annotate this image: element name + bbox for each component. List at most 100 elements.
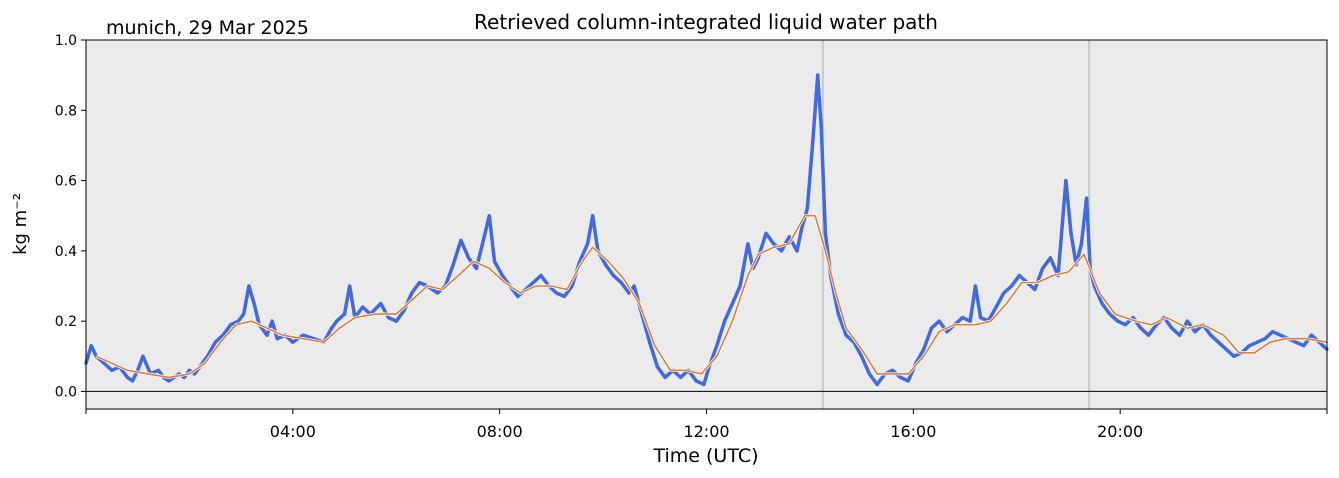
raw-point-22 xyxy=(221,333,225,337)
raw-point-148 xyxy=(1123,323,1127,327)
raw-point-139 xyxy=(1069,231,1073,235)
raw-point-46 xyxy=(394,319,398,323)
y-tick-label-0: 0.0 xyxy=(55,384,77,400)
raw-point-69 xyxy=(570,284,574,288)
raw-point-33 xyxy=(291,340,295,344)
raw-point-7 xyxy=(130,379,135,383)
raw-point-170 xyxy=(1294,340,1298,344)
raw-point-172 xyxy=(1309,333,1314,337)
raw-point-116 xyxy=(898,375,903,379)
raw-point-99 xyxy=(787,235,791,239)
raw-point-122 xyxy=(945,330,949,334)
raw-point-103 xyxy=(810,143,815,148)
raw-point-132 xyxy=(1017,273,1021,278)
x-tick-label-0: 04:00 xyxy=(270,422,316,441)
raw-point-16 xyxy=(182,375,186,379)
raw-point-145 xyxy=(1100,301,1104,306)
raw-point-131 xyxy=(1009,284,1014,288)
raw-point-108 xyxy=(836,312,840,316)
raw-point-58 xyxy=(487,214,491,218)
raw-point-11 xyxy=(156,368,160,372)
raw-point-119 xyxy=(922,347,926,351)
raw-point-23 xyxy=(229,323,233,327)
raw-point-87 xyxy=(702,382,706,386)
raw-point-82 xyxy=(663,375,667,379)
raw-point-40 xyxy=(348,284,352,288)
x-tick-label-1: 08:00 xyxy=(477,422,523,441)
raw-point-102 xyxy=(805,207,809,211)
raw-point-56 xyxy=(474,266,478,271)
raw-point-55 xyxy=(467,256,471,260)
raw-point-1 xyxy=(89,344,93,348)
raw-point-98 xyxy=(779,249,784,253)
raw-point-24 xyxy=(236,319,241,323)
y-tick-label-2: 0.4 xyxy=(55,244,77,260)
raw-point-44 xyxy=(379,301,383,306)
raw-point-155 xyxy=(1178,333,1182,337)
raw-point-109 xyxy=(844,333,848,337)
raw-point-111 xyxy=(860,354,864,358)
raw-point-6 xyxy=(125,375,129,379)
raw-point-138 xyxy=(1064,178,1068,183)
raw-lwp-series xyxy=(84,73,1329,387)
raw-point-49 xyxy=(417,280,422,285)
raw-point-64 xyxy=(531,280,535,285)
raw-point-167 xyxy=(1271,330,1275,334)
raw-point-150 xyxy=(1139,326,1143,330)
raw-point-93 xyxy=(746,242,750,246)
raw-point-92 xyxy=(738,284,742,288)
raw-point-25 xyxy=(242,312,246,316)
raw-point-72 xyxy=(591,214,595,218)
raw-point-164 xyxy=(1247,344,1252,348)
raw-point-75 xyxy=(611,273,616,278)
raw-point-89 xyxy=(715,344,719,348)
raw-point-157 xyxy=(1193,330,1197,334)
raw-point-156 xyxy=(1185,319,1189,323)
raw-point-42 xyxy=(361,305,365,309)
raw-point-53 xyxy=(451,263,455,267)
chart-subtitle: munich, 29 Mar 2025 xyxy=(106,17,309,39)
raw-point-90 xyxy=(722,319,727,323)
raw-point-165 xyxy=(1255,340,1259,344)
raw-point-34 xyxy=(301,333,305,337)
raw-point-13 xyxy=(167,379,171,383)
raw-point-54 xyxy=(459,238,463,242)
y-axis-ticks: 0.0 0.2 0.4 0.6 0.8 1.0 xyxy=(55,33,86,400)
raw-point-154 xyxy=(1170,326,1174,330)
x-tick-label-2: 12:00 xyxy=(683,422,729,441)
raw-point-142 xyxy=(1084,196,1089,200)
raw-point-161 xyxy=(1224,347,1228,351)
x-tick-label-4: 20:00 xyxy=(1097,422,1143,441)
raw-point-91 xyxy=(730,301,734,306)
raw-point-68 xyxy=(562,294,566,299)
raw-point-77 xyxy=(627,291,631,295)
raw-point-141 xyxy=(1079,242,1083,246)
raw-point-117 xyxy=(906,379,910,383)
raw-point-29 xyxy=(265,333,269,337)
raw-point-135 xyxy=(1041,266,1045,271)
raw-point-84 xyxy=(679,375,683,379)
raw-point-124 xyxy=(960,316,965,320)
raw-point-81 xyxy=(655,365,659,369)
raw-point-136 xyxy=(1048,256,1052,260)
smoothed-lwp-series xyxy=(95,214,1328,379)
raw-point-127 xyxy=(978,316,983,320)
x-axis-label: Time (UTC) xyxy=(652,445,758,467)
raw-point-134 xyxy=(1033,287,1037,292)
raw-point-27 xyxy=(252,301,256,306)
raw-point-39 xyxy=(342,312,347,316)
raw-point-100 xyxy=(795,249,799,253)
raw-point-37 xyxy=(330,326,334,330)
raw-point-151 xyxy=(1147,333,1151,337)
smoothed-series-line xyxy=(95,214,1328,379)
raw-point-120 xyxy=(929,326,934,330)
y-tick-label-4: 0.8 xyxy=(55,103,77,119)
chart-title: Retrieved column-integrated liquid water… xyxy=(474,10,938,34)
raw-point-147 xyxy=(1115,319,1120,323)
raw-point-130 xyxy=(1002,291,1006,295)
raw-point-121 xyxy=(937,319,941,323)
raw-point-106 xyxy=(823,231,828,235)
raw-point-112 xyxy=(867,372,871,376)
raw-point-113 xyxy=(875,382,879,386)
raw-point-67 xyxy=(554,291,559,295)
